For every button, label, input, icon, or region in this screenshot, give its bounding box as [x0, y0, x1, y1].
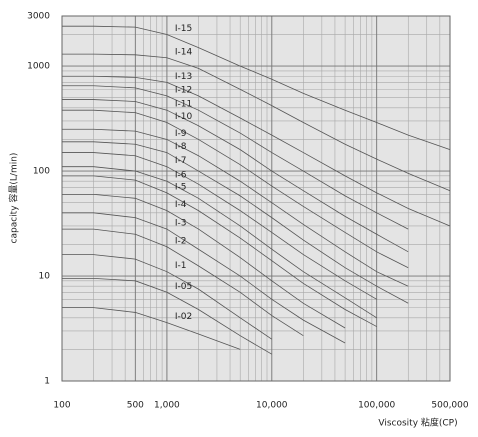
- series-line: [62, 152, 377, 300]
- series-line: [62, 254, 273, 340]
- x-axis-title: Viscosity 粘度(CP): [378, 417, 457, 429]
- series-label: I-05: [175, 282, 192, 292]
- x-tick-label: 100,000: [358, 401, 395, 411]
- x-tick-label: 10,000: [256, 401, 288, 411]
- y-tick-label: 100: [33, 167, 50, 177]
- y-tick-label: 10: [39, 272, 51, 282]
- series-line: [62, 307, 241, 350]
- series-label: I-1: [175, 261, 187, 271]
- series-label: I-4: [175, 200, 187, 210]
- x-tick-label: 500: [127, 401, 144, 411]
- y-axis-title: capacity 容量(L/min): [8, 153, 20, 244]
- series-label: I-8: [175, 142, 187, 152]
- series-line: [62, 228, 304, 337]
- series-label: I-3: [175, 219, 187, 229]
- series-label: I-14: [175, 47, 193, 57]
- y-tick-label: 1: [44, 377, 50, 387]
- series-line: [62, 175, 377, 327]
- series-line: [62, 193, 346, 329]
- series-line: [62, 75, 451, 227]
- series-label: I-12: [175, 85, 192, 95]
- series-line: [62, 25, 451, 151]
- series-label: I-15: [175, 24, 192, 34]
- series-line: [62, 277, 272, 355]
- series-label: I-13: [175, 72, 192, 82]
- series-line: [62, 141, 409, 304]
- series-line: [62, 212, 346, 344]
- series-label: I-6: [175, 171, 187, 181]
- series-line: [62, 166, 377, 319]
- y-tick-label: 3000: [27, 12, 50, 22]
- series-line: [62, 128, 409, 287]
- x-tick-label: 1,000: [154, 401, 180, 411]
- series-label: I-11: [175, 100, 192, 110]
- series-line: [62, 85, 409, 230]
- plot-frame: [61, 15, 451, 382]
- series-line: [62, 109, 409, 269]
- series-line: [62, 99, 409, 253]
- x-tick-label: 500,000: [431, 401, 468, 411]
- series-label: I-5: [175, 182, 187, 192]
- x-tick-label: 100: [53, 401, 70, 411]
- series-label: I-10: [175, 112, 193, 122]
- series-label: I-2: [175, 236, 187, 246]
- series-label: I-9: [175, 129, 187, 139]
- series-line: [62, 53, 451, 192]
- y-tick-label: 1000: [27, 62, 50, 72]
- series-label: I-02: [175, 312, 192, 322]
- series-label: I-7: [175, 156, 187, 166]
